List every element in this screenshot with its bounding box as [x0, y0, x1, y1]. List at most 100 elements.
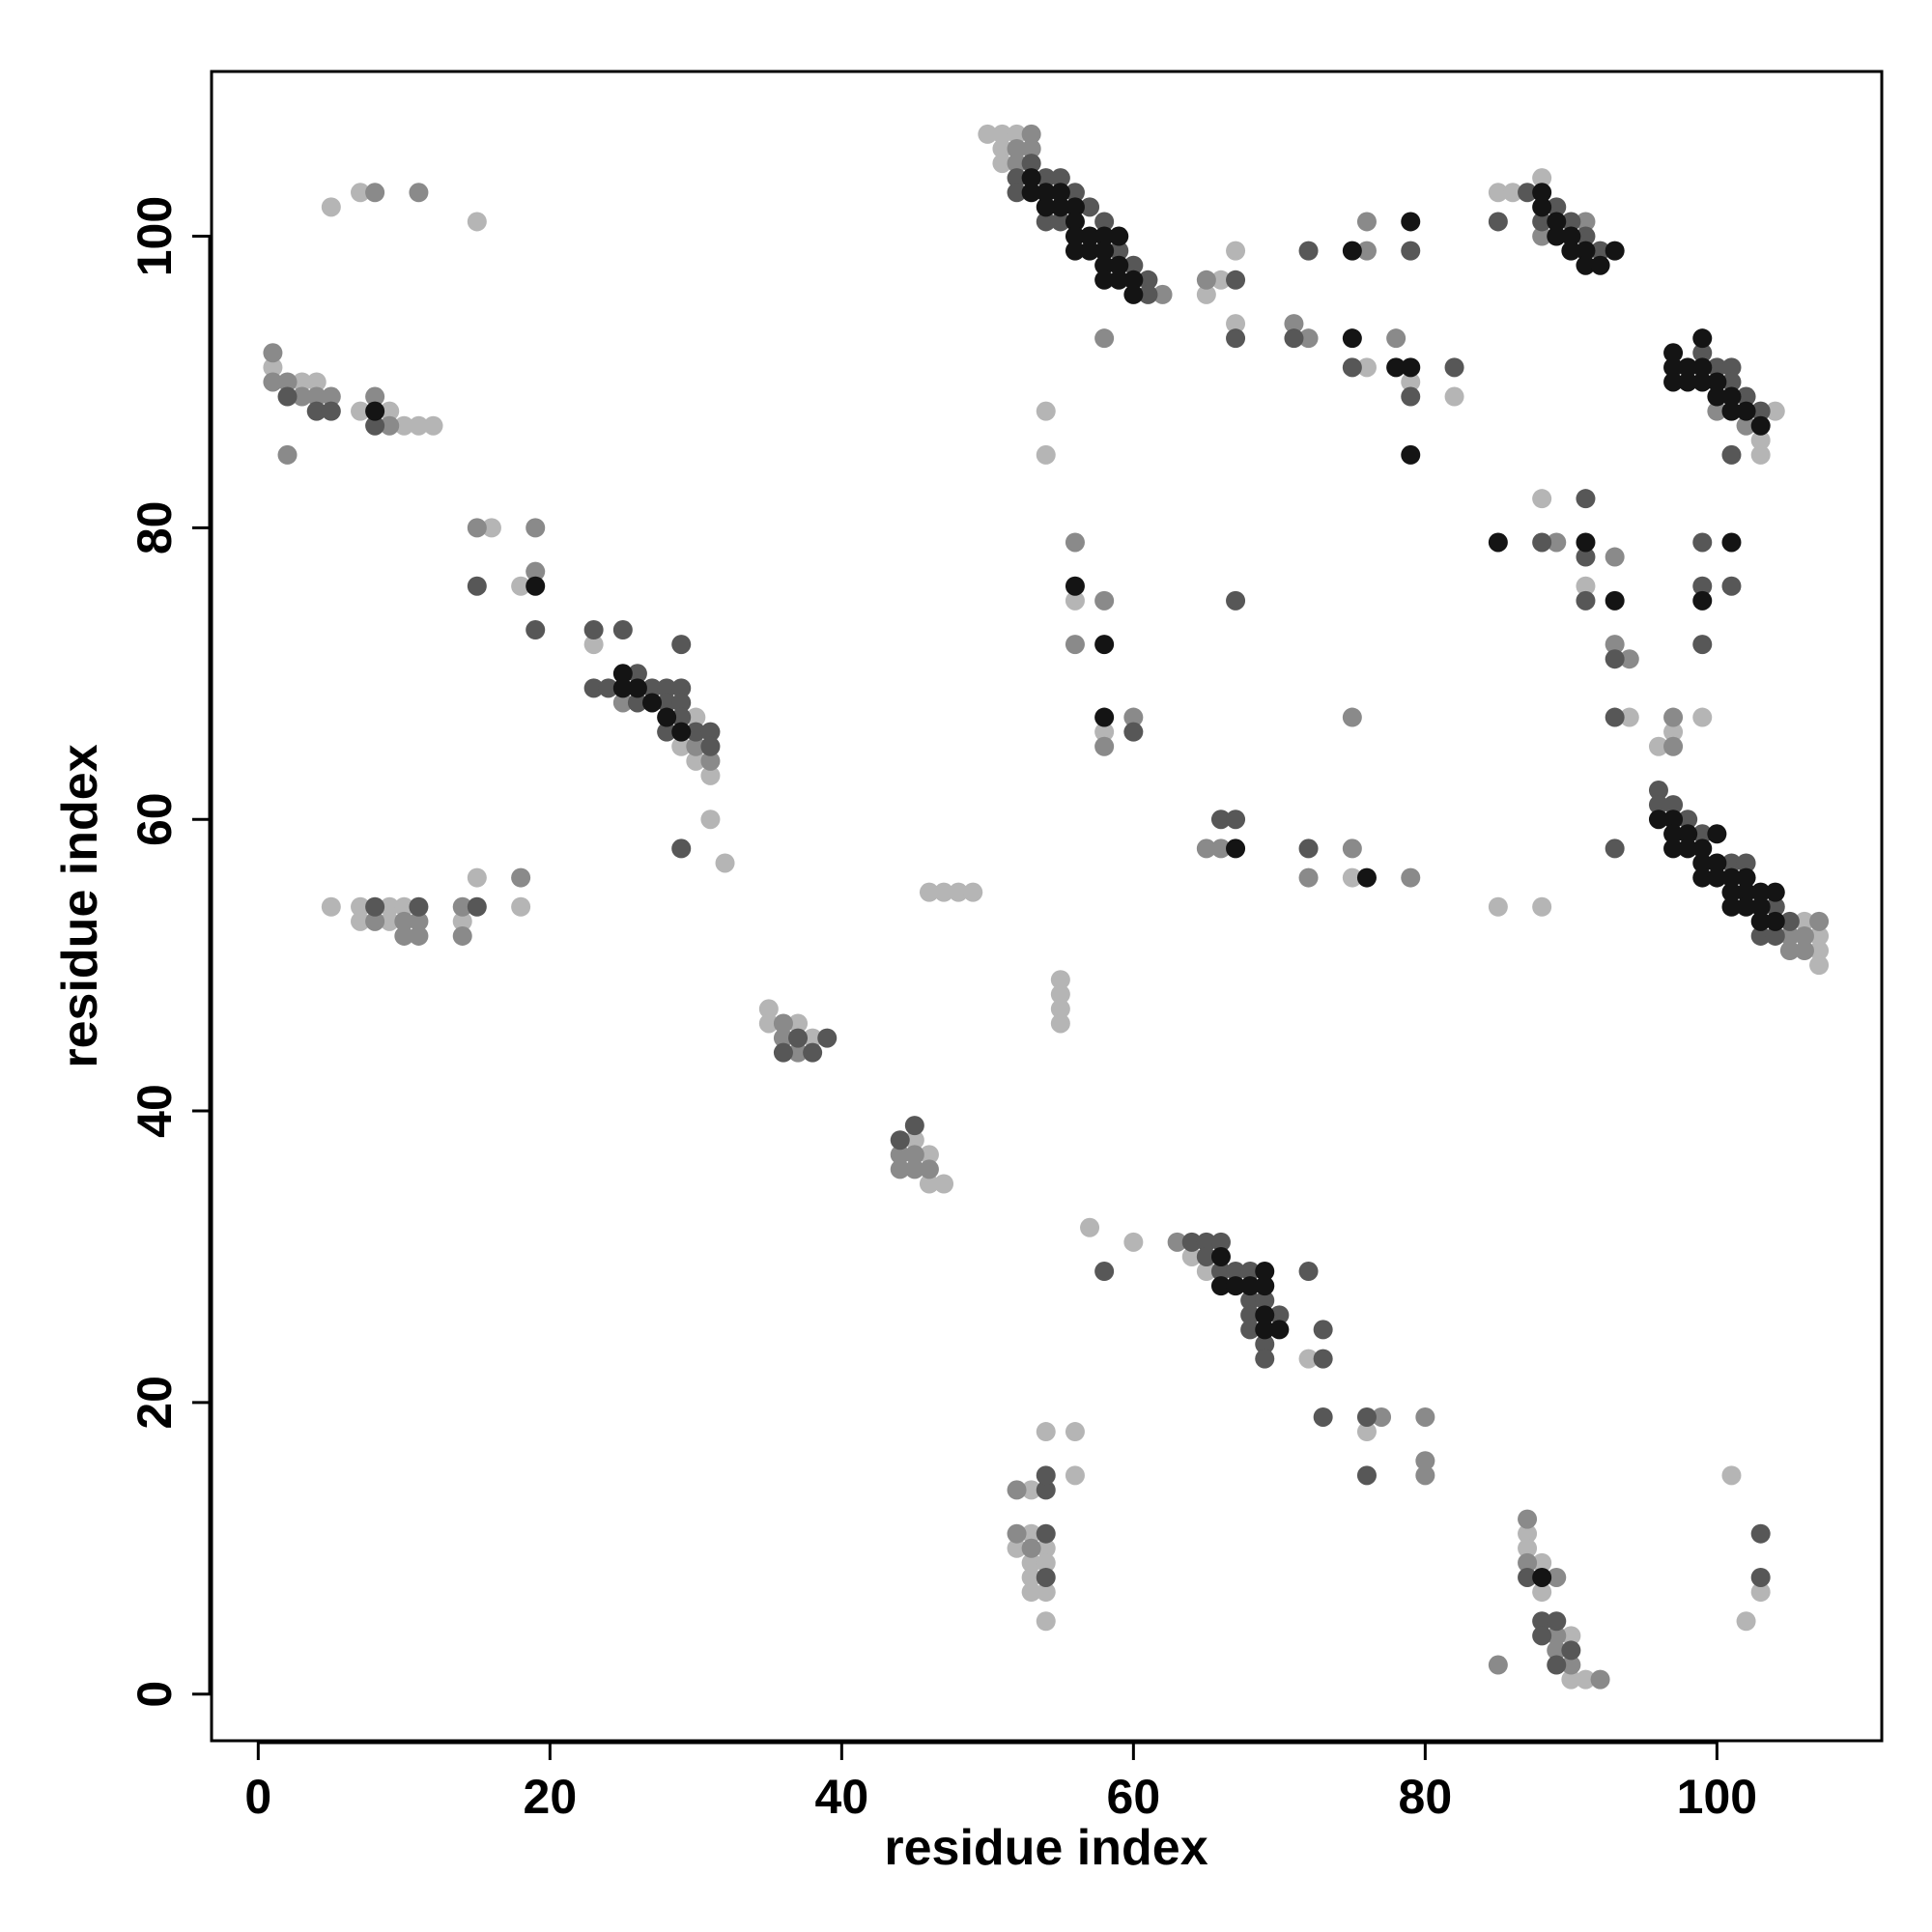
point	[1576, 255, 1596, 275]
point	[1692, 576, 1713, 596]
point	[1196, 838, 1216, 859]
point	[788, 1042, 809, 1063]
point	[904, 1159, 924, 1179]
x-tick-label: 60	[1107, 1770, 1161, 1824]
point	[1094, 707, 1115, 727]
point	[1736, 853, 1756, 873]
point	[1196, 1262, 1216, 1282]
point	[1123, 722, 1144, 742]
point	[1518, 183, 1538, 203]
point	[1298, 867, 1319, 888]
point	[1007, 138, 1027, 158]
point	[409, 925, 429, 946]
point	[1050, 970, 1070, 990]
point	[1532, 226, 1552, 246]
point	[1226, 314, 1246, 334]
point	[1663, 810, 1684, 830]
point	[671, 736, 692, 756]
point	[1284, 328, 1304, 349]
point	[686, 736, 706, 756]
point	[1663, 736, 1684, 756]
point	[1547, 1611, 1567, 1632]
point	[1721, 1465, 1742, 1486]
point	[1196, 1246, 1216, 1266]
point	[1444, 357, 1464, 378]
point	[1094, 212, 1115, 232]
point	[1721, 576, 1742, 596]
point	[1561, 1655, 1581, 1675]
point	[1386, 357, 1406, 378]
point	[394, 911, 414, 931]
point	[1210, 1246, 1231, 1266]
point	[1750, 401, 1771, 421]
point	[1561, 212, 1581, 232]
point	[1226, 241, 1246, 261]
point	[1532, 168, 1552, 188]
point	[1576, 241, 1596, 261]
point	[1692, 635, 1713, 655]
point	[1226, 590, 1246, 611]
point	[1313, 1406, 1333, 1427]
point	[1226, 810, 1246, 830]
point	[1007, 154, 1027, 174]
point	[1021, 138, 1041, 158]
x-tick-label: 20	[524, 1770, 578, 1824]
point	[671, 722, 692, 742]
point	[1007, 183, 1027, 203]
point	[1678, 357, 1698, 378]
point	[1036, 1480, 1056, 1500]
point	[1648, 781, 1668, 801]
point	[686, 751, 706, 771]
point	[1036, 1552, 1056, 1573]
point	[934, 882, 954, 902]
point	[1094, 736, 1115, 756]
point	[306, 372, 327, 392]
point	[1692, 838, 1713, 859]
point	[1721, 532, 1742, 553]
point	[1094, 1262, 1115, 1282]
point	[526, 620, 546, 640]
point	[919, 882, 939, 902]
point	[1050, 984, 1070, 1005]
point	[1488, 532, 1508, 553]
point	[1240, 1262, 1261, 1282]
point	[321, 386, 341, 407]
point	[1021, 1538, 1041, 1558]
point	[1036, 183, 1056, 203]
point	[1779, 911, 1800, 931]
point	[773, 1013, 793, 1034]
point	[1401, 357, 1421, 378]
point	[1094, 226, 1115, 246]
point	[1736, 386, 1756, 407]
point	[1036, 1611, 1056, 1632]
point	[1692, 357, 1713, 378]
point	[365, 401, 385, 421]
point	[321, 197, 341, 217]
point	[1123, 284, 1144, 304]
point	[292, 372, 312, 392]
point	[1007, 124, 1027, 144]
point	[1415, 1465, 1435, 1486]
point	[1007, 1538, 1027, 1558]
point	[1094, 241, 1115, 261]
point	[1692, 853, 1713, 873]
point	[277, 372, 298, 392]
point	[1576, 489, 1596, 509]
point	[1356, 241, 1377, 261]
point	[1750, 430, 1771, 450]
point	[1750, 911, 1771, 931]
point	[1240, 1291, 1261, 1311]
point	[467, 518, 487, 538]
point	[1065, 1465, 1085, 1486]
point	[1094, 722, 1115, 742]
point	[1721, 357, 1742, 378]
x-axis-title: residue index	[884, 1820, 1208, 1876]
point	[1255, 1305, 1275, 1325]
point	[657, 707, 677, 727]
point	[1576, 576, 1596, 596]
point	[612, 693, 633, 713]
point	[1240, 1320, 1261, 1340]
point	[1736, 401, 1756, 421]
point	[1765, 896, 1785, 917]
point	[1401, 386, 1421, 407]
